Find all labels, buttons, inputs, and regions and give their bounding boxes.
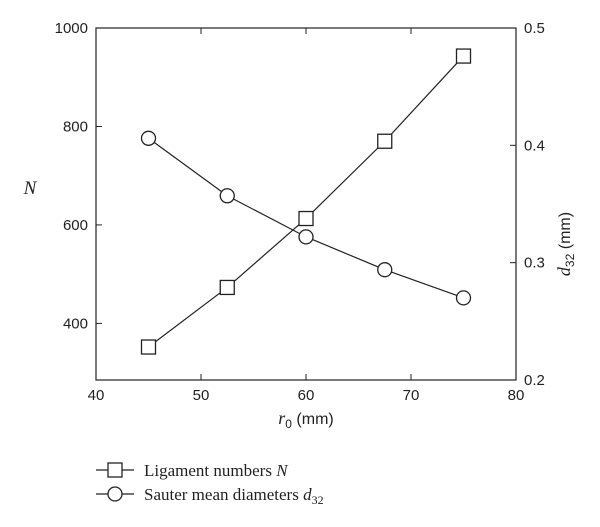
y-left-tick-label: 800 [63, 118, 88, 135]
data-point-circle [298, 229, 314, 245]
data-point-circle [377, 262, 393, 278]
data-point-circle [140, 130, 157, 146]
y-right-axis-label: d32 (mm) [554, 212, 577, 276]
axes: 40 50 60 70 80 400 600 800 1000 0.2 0.3 0.4 0.5 r0 (m… [23, 20, 577, 431]
y-left-tick-label: 600 [63, 217, 88, 234]
legend-entry: Ligament numbers N [96, 461, 289, 480]
y-right-tick-label: 0.4 [524, 137, 545, 154]
series-square [140, 48, 472, 355]
data-point-square [298, 210, 314, 227]
legend-marker-square [107, 462, 123, 478]
legend: Ligament numbers N Sauter mean diameters … [96, 461, 324, 507]
series-line [148, 55, 464, 348]
data-point-circle [455, 290, 472, 306]
y-left-tick-label: 400 [63, 315, 88, 332]
y-left-tick-label: 1000 [55, 20, 88, 37]
data-point-square [219, 279, 235, 296]
x-tick-label: 60 [298, 387, 315, 404]
y-right-tick-label: 0.5 [524, 20, 545, 37]
plot-frame [95, 27, 517, 381]
x-tick-label: 40 [88, 387, 105, 404]
x-tick-label: 80 [508, 387, 525, 404]
legend-entry: Sauter mean diameters d32 [96, 485, 324, 507]
legend-marker-circle [107, 486, 123, 502]
data-point-square [377, 133, 393, 149]
x-tick-label: 70 [403, 387, 420, 404]
y-left-axis-label: N [23, 178, 38, 199]
x-tick-label: 50 [193, 387, 210, 404]
series-circle [140, 130, 472, 306]
y-right-tick-label: 0.2 [524, 372, 545, 389]
x-axis-label: r0 (mm) [278, 408, 333, 431]
legend-label: Sauter mean diameters d32 [144, 485, 324, 507]
legend-label: Ligament numbers N [144, 461, 289, 480]
data-point-square [455, 48, 472, 64]
data-point-square [140, 339, 157, 355]
y-right-tick-label: 0.3 [524, 255, 545, 272]
series-layer [140, 48, 472, 355]
data-point-circle [219, 188, 235, 204]
